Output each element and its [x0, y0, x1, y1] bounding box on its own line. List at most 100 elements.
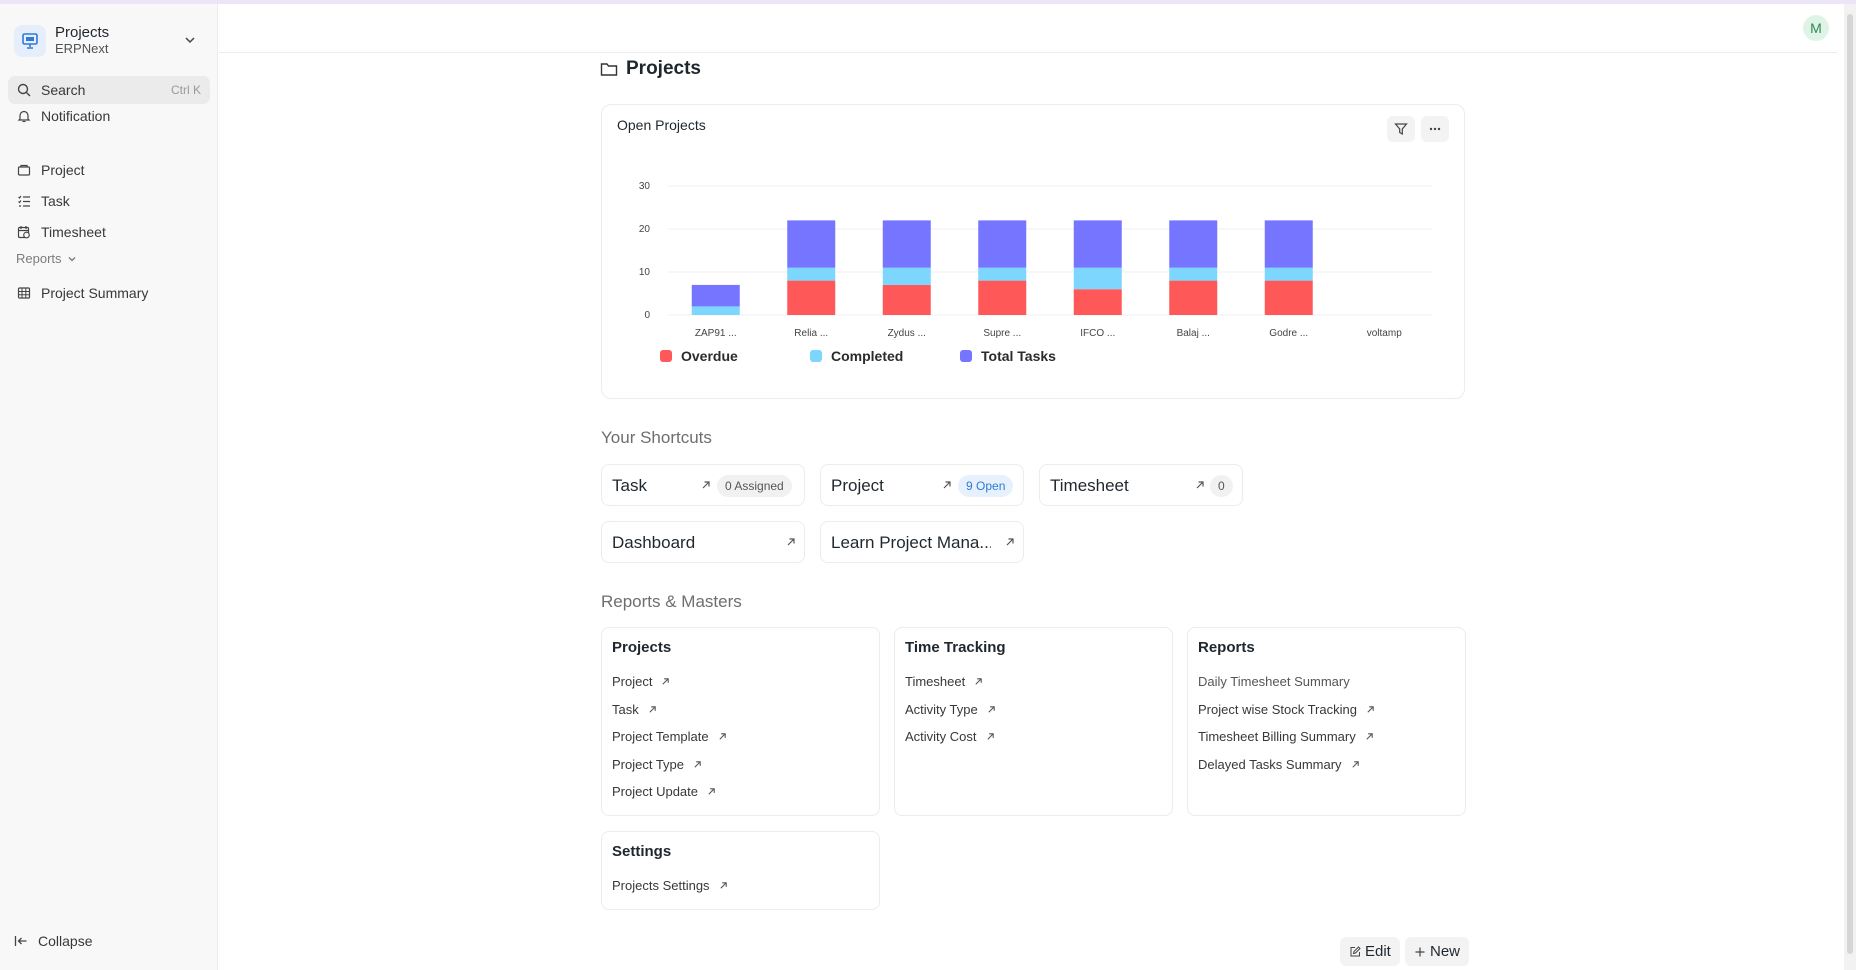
- search-label: Search: [41, 82, 86, 98]
- collapse-icon: [14, 936, 27, 946]
- link-project-wise-stock-tracking[interactable]: Project wise Stock Tracking: [1198, 702, 1375, 717]
- top-navbar: [219, 4, 1837, 53]
- reports-section-toggle[interactable]: Reports: [16, 251, 77, 266]
- card-reports: Reports Daily Timesheet Summary Project …: [1187, 627, 1466, 816]
- plus-icon: [1415, 947, 1425, 956]
- bar-completed[interactable]: [691, 306, 740, 315]
- link-task[interactable]: Task: [612, 702, 657, 717]
- bar-overdue[interactable]: [1264, 280, 1313, 315]
- arrow-up-right-icon: [649, 706, 656, 713]
- bar-total-tasks[interactable]: [1073, 220, 1122, 268]
- link-label: Timesheet Billing Summary: [1198, 729, 1356, 744]
- bar-total-tasks[interactable]: [1169, 220, 1218, 268]
- avatar[interactable]: M: [1803, 15, 1829, 41]
- card-title: Settings: [612, 843, 672, 860]
- card-title: Time Tracking: [905, 639, 1006, 656]
- bar-overdue[interactable]: [882, 284, 931, 315]
- link-timesheet-billing-summary[interactable]: Timesheet Billing Summary: [1198, 729, 1374, 744]
- arrow-up-right-icon: [719, 733, 726, 740]
- chevron-down-icon: [68, 256, 75, 261]
- link-label: Project Type: [612, 757, 685, 772]
- bar-overdue[interactable]: [1073, 289, 1122, 315]
- link-project[interactable]: Project: [612, 674, 670, 689]
- sidebar-item-project-summary[interactable]: Project Summary: [8, 279, 210, 307]
- more-icon: [1429, 127, 1441, 131]
- link-label: Daily Timesheet Summary: [1198, 674, 1350, 689]
- legend-item[interactable]: Total Tasks: [960, 348, 1110, 364]
- x-tick-label: voltamp: [1367, 328, 1402, 339]
- collapse-sidebar-button[interactable]: Collapse: [14, 933, 92, 949]
- sidebar-item-task[interactable]: Task: [8, 187, 210, 215]
- link-activity-type[interactable]: Activity Type: [905, 702, 996, 717]
- shortcut-timesheet[interactable]: Timesheet 0: [1039, 464, 1243, 506]
- link-activity-cost[interactable]: Activity Cost: [905, 729, 995, 744]
- bar-completed[interactable]: [1073, 267, 1122, 290]
- bar-overdue[interactable]: [1169, 280, 1218, 315]
- bar-completed[interactable]: [978, 267, 1027, 281]
- bar-overdue[interactable]: [978, 280, 1027, 315]
- open-projects-chart-card: Open Projects 0 10 20 30 ZAP91 ... Relia ... Z…: [601, 104, 1465, 399]
- shortcut-label: Timesheet: [1050, 476, 1129, 495]
- sidebar-item-project[interactable]: Project: [8, 156, 210, 184]
- arrow-up-right-icon: [1367, 706, 1374, 713]
- legend-label: Overdue: [681, 348, 738, 364]
- link-label: Delayed Tasks Summary: [1198, 757, 1342, 772]
- bar-total-tasks[interactable]: [978, 220, 1027, 268]
- shortcut-task[interactable]: Task 0 Assigned: [601, 464, 805, 506]
- bar-completed[interactable]: [787, 267, 836, 281]
- y-tick-label: 20: [639, 224, 651, 235]
- notification-label: Notification: [41, 108, 111, 124]
- search-button[interactable]: Search Ctrl K: [8, 76, 210, 104]
- link-project-template[interactable]: Project Template: [612, 729, 727, 744]
- shortcut-badge: 0: [1210, 475, 1233, 497]
- filter-icon: [1394, 123, 1408, 136]
- link-label: Project wise Stock Tracking: [1198, 702, 1357, 717]
- arrow-up-right-icon: [988, 706, 995, 713]
- y-tick-label: 10: [639, 267, 651, 278]
- search-icon: [16, 82, 32, 98]
- arrow-up-right-icon: [719, 882, 727, 889]
- bar-total-tasks[interactable]: [787, 220, 836, 268]
- chevron-down-icon: [184, 33, 196, 51]
- shortcut-dashboard[interactable]: Dashboard: [601, 521, 805, 563]
- link-project-type[interactable]: Project Type: [612, 757, 702, 772]
- app-title: Projects: [55, 24, 110, 41]
- shortcut-label: Task: [612, 476, 647, 495]
- scrollbar[interactable]: [1844, 4, 1856, 970]
- bar-completed[interactable]: [882, 267, 931, 285]
- arrow-up-right-icon: [943, 481, 951, 489]
- bar-overdue[interactable]: [787, 280, 836, 315]
- new-label: New: [1430, 943, 1461, 960]
- filter-button[interactable]: [1387, 116, 1415, 142]
- y-tick-label: 0: [644, 310, 650, 321]
- link-project-update[interactable]: Project Update: [612, 784, 716, 799]
- shortcut-label: Project: [831, 476, 884, 495]
- sidebar-item-timesheet[interactable]: Timesheet: [8, 218, 210, 246]
- arrow-up-right-icon: [702, 481, 710, 489]
- bar-total-tasks[interactable]: [1264, 220, 1313, 268]
- edit-button[interactable]: Edit: [1340, 937, 1400, 966]
- app-switcher[interactable]: Projects ERPNext: [14, 18, 206, 64]
- notification-button[interactable]: Notification: [8, 102, 210, 130]
- arrow-up-right-icon: [787, 538, 795, 546]
- scrollbar-thumb[interactable]: [1847, 14, 1853, 954]
- link-delayed-tasks-summary[interactable]: Delayed Tasks Summary: [1198, 757, 1360, 772]
- card-title: Projects: [612, 639, 672, 656]
- bar-completed[interactable]: [1169, 267, 1218, 281]
- bar-completed[interactable]: [1264, 267, 1313, 281]
- shortcut-learn-project-management[interactable]: Learn Project Mana...: [820, 521, 1024, 563]
- new-button[interactable]: New: [1405, 937, 1470, 966]
- reports-masters-section-title: Reports & Masters: [601, 592, 742, 611]
- more-options-button[interactable]: [1421, 116, 1449, 142]
- link-projects-settings[interactable]: Projects Settings: [612, 878, 728, 893]
- legend-item[interactable]: Completed: [810, 348, 960, 364]
- x-tick-label: Zydus ...: [888, 328, 926, 339]
- legend-item[interactable]: Overdue: [660, 348, 810, 364]
- bar-total-tasks[interactable]: [882, 220, 931, 268]
- shortcut-badge: 0 Assigned: [717, 475, 792, 497]
- link-daily-timesheet-summary[interactable]: Daily Timesheet Summary: [1198, 674, 1350, 689]
- chart-title: Open Projects: [617, 117, 706, 133]
- link-timesheet[interactable]: Timesheet: [905, 674, 983, 689]
- bar-total-tasks[interactable]: [691, 284, 740, 307]
- shortcut-project[interactable]: Project 9 Open: [820, 464, 1024, 506]
